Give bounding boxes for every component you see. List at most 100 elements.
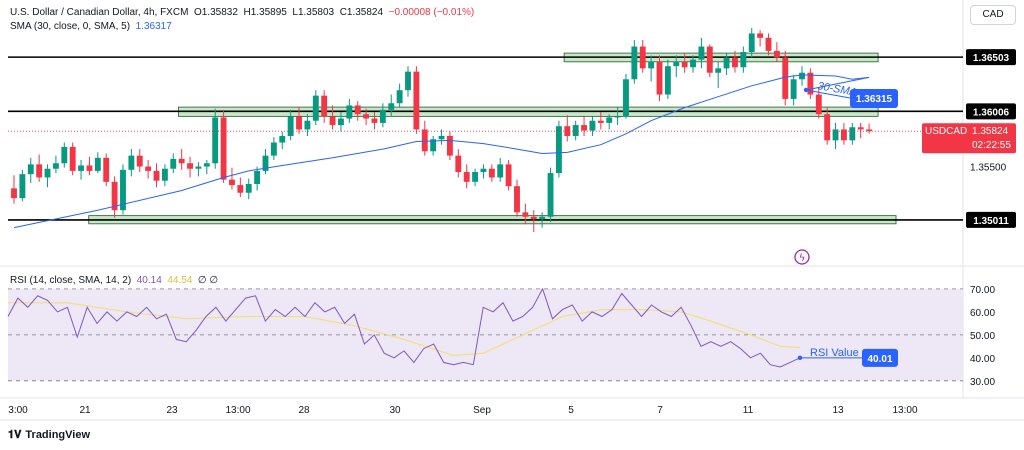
candle-body (446, 136, 453, 156)
candle-body (354, 105, 361, 115)
symbol-tag-time: 02:22:55 (972, 140, 1011, 151)
sma-value: 1.36317 (135, 21, 172, 32)
candle-body (564, 126, 571, 136)
time-tick-label: 13 (832, 405, 844, 416)
time-tick-label: 13:00 (225, 405, 250, 416)
candle-body (438, 136, 445, 140)
candle-body (841, 129, 847, 141)
candle-body (237, 185, 244, 193)
candle-body (757, 33, 764, 38)
candle-body (690, 59, 696, 68)
rsi-tick-label: 60.00 (970, 308, 995, 319)
candle-body (732, 57, 738, 68)
sma-annotation-line (805, 76, 870, 91)
candle-body (497, 164, 504, 178)
tv-logo-icon: 𝟏𝐕 (8, 429, 22, 441)
close-value: C1.35824 (339, 7, 384, 18)
sma-value-badge (850, 89, 898, 108)
candle-body (597, 120, 604, 123)
candle-body (706, 46, 713, 73)
rsi-annotation-text: RSI Value (810, 347, 859, 359)
candle-body (673, 61, 680, 67)
sma-header[interactable]: SMA (30, close, 0, SMA, 5) 1.36317 (10, 21, 172, 32)
candle-body (421, 129, 428, 152)
rsi-tick-label: 50.00 (970, 331, 995, 342)
flash-icon-glyph: ϟ (799, 253, 806, 264)
candle-body (430, 139, 437, 152)
candle-body (312, 95, 319, 121)
candle-body (120, 169, 126, 211)
rsi-extra: ∅ ∅ (197, 275, 219, 286)
candle-body (388, 103, 395, 110)
candle-body (153, 170, 160, 181)
brand-name: TradingView (25, 429, 91, 441)
candle-body (463, 172, 470, 182)
candle-body (36, 164, 43, 178)
candle-body (405, 71, 411, 91)
candle-body (61, 146, 68, 164)
level-label-bg-1 (966, 103, 1016, 120)
candle-body (723, 57, 730, 69)
candle-body (522, 212, 529, 217)
candle-body (304, 120, 311, 130)
time-tick-label: Sep (473, 405, 491, 416)
rsi-ma-line (8, 302, 801, 357)
candle-body (329, 116, 336, 126)
symbol-tag-bg (922, 123, 1016, 154)
candle-body (698, 46, 705, 60)
flash-icon (794, 249, 810, 265)
candle-body (52, 163, 59, 169)
symbol-title: U.S. Dollar / Canadian Dollar, 4h, FXCM (10, 7, 189, 18)
candle-body (254, 170, 261, 184)
symbol-tag-price: 1.35824 (972, 126, 1009, 137)
candle-body (681, 61, 688, 68)
candle-body (530, 216, 537, 219)
candle-body (581, 125, 587, 131)
candle-body (212, 117, 219, 164)
candle-body (639, 46, 646, 69)
candle-body (396, 90, 403, 104)
candle-body (346, 105, 353, 119)
level-label-bg-0 (966, 49, 1016, 66)
candle-body (455, 155, 462, 172)
candle-body (220, 117, 227, 180)
candle-body (782, 57, 789, 99)
symbol-tag-name: USDCAD (925, 126, 967, 137)
candle-body (262, 155, 269, 171)
time-tick-label: 30 (389, 405, 401, 416)
candle-body (488, 168, 495, 178)
candle-body (857, 127, 864, 130)
candle-body (161, 168, 168, 181)
candle-body (807, 72, 814, 95)
candle-body (27, 164, 34, 175)
rsi-label: RSI (14, close, SMA, 14, 2) (10, 275, 132, 286)
currency-selector[interactable]: CAD (970, 5, 1016, 25)
rsi-value-badge-text: 40.01 (867, 354, 892, 365)
candle-body (790, 79, 797, 99)
candle-body (195, 166, 202, 169)
time-tick-label: 28 (298, 405, 310, 416)
candle-body (170, 158, 177, 169)
candle-body (472, 172, 479, 182)
candle-body (614, 116, 621, 118)
candle-body (849, 127, 856, 141)
rsi-line (7, 287, 801, 368)
candle-body (539, 216, 546, 219)
candle-body (187, 163, 193, 169)
sma-line (13, 74, 870, 229)
candle-body (19, 174, 26, 199)
candle-body (11, 188, 17, 199)
candle-body (413, 71, 420, 130)
candle-body (832, 129, 839, 141)
time-tick-label: 5 (568, 405, 574, 416)
candle-body (589, 120, 596, 131)
candle-body (296, 116, 302, 130)
open-value: O1.35832 (193, 7, 238, 18)
price-header: U.S. Dollar / Canadian Dollar, 4h, FXCM … (10, 7, 474, 18)
candle-body (799, 72, 805, 80)
time-tick-label: 11 (743, 405, 754, 416)
time-tick-label: 13:00 (892, 405, 917, 416)
rsi-header[interactable]: RSI (14, close, SMA, 14, 2) 40.14 44.54 … (10, 275, 218, 286)
candle-body (279, 136, 286, 143)
